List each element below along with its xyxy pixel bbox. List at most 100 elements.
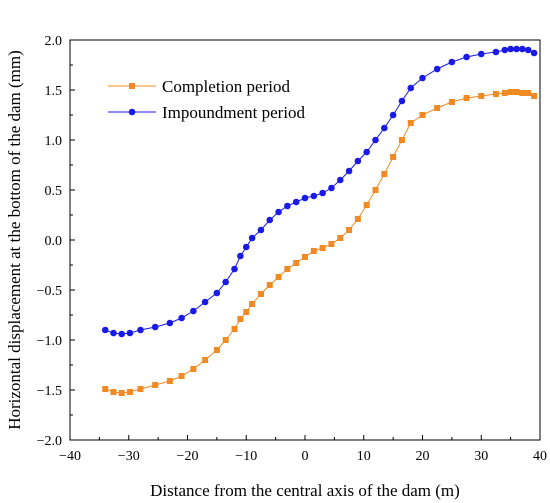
data-point-impoundment bbox=[118, 330, 125, 338]
legend-item-impoundment: Impoundment period bbox=[108, 103, 306, 122]
data-point-completion bbox=[213, 347, 220, 353]
data-point-impoundment bbox=[519, 45, 526, 53]
data-point-impoundment bbox=[201, 298, 209, 306]
data-point-completion bbox=[398, 137, 405, 143]
data-point-impoundment bbox=[328, 184, 335, 192]
data-point-completion bbox=[222, 337, 229, 343]
data-point-impoundment bbox=[354, 157, 362, 165]
data-point-completion bbox=[310, 248, 317, 254]
data-point-completion bbox=[525, 90, 532, 96]
data-point-completion bbox=[381, 171, 388, 177]
x-tick-label: 20 bbox=[416, 449, 430, 464]
data-point-completion bbox=[346, 227, 353, 233]
y-tick-label: 1.0 bbox=[45, 134, 63, 149]
data-point-impoundment bbox=[448, 58, 456, 66]
data-point-completion bbox=[190, 366, 197, 372]
data-point-impoundment bbox=[310, 192, 318, 200]
data-point-impoundment bbox=[248, 234, 256, 242]
data-point-completion bbox=[513, 89, 520, 95]
data-point-completion bbox=[110, 389, 117, 395]
y-tick-label: −0.5 bbox=[37, 284, 62, 299]
legend-marker-impoundment bbox=[128, 108, 136, 116]
data-point-impoundment bbox=[372, 136, 379, 144]
data-point-completion bbox=[448, 99, 455, 105]
data-point-impoundment bbox=[492, 48, 500, 56]
data-point-impoundment bbox=[463, 53, 470, 61]
data-point-completion bbox=[407, 120, 414, 126]
data-point-impoundment bbox=[507, 45, 514, 53]
x-axis-title: Distance from the central axis of the da… bbox=[150, 481, 460, 500]
data-point-impoundment bbox=[433, 65, 441, 73]
data-point-completion bbox=[166, 378, 173, 384]
data-point-impoundment bbox=[319, 189, 326, 197]
data-point-impoundment bbox=[501, 46, 509, 54]
data-point-completion bbox=[275, 274, 282, 280]
series-line-impoundment bbox=[105, 48, 535, 335]
data-point-completion bbox=[237, 316, 244, 322]
data-point-completion bbox=[302, 254, 308, 260]
data-point-completion bbox=[266, 282, 273, 288]
x-tick-label: −40 bbox=[59, 449, 81, 464]
data-point-completion bbox=[152, 382, 159, 388]
data-point-impoundment bbox=[275, 208, 282, 216]
y-tick-label: 2.0 bbox=[45, 34, 63, 49]
y-tick-label: 0.0 bbox=[45, 234, 63, 249]
data-point-impoundment bbox=[231, 265, 238, 273]
data-point-impoundment bbox=[213, 289, 221, 297]
data-point-impoundment bbox=[190, 307, 197, 315]
data-point-impoundment bbox=[292, 198, 300, 206]
data-point-impoundment bbox=[101, 326, 109, 334]
data-point-impoundment bbox=[398, 97, 406, 105]
data-point-completion bbox=[507, 89, 514, 95]
data-point-completion bbox=[363, 202, 370, 208]
legend-label-impoundment: Impoundment period bbox=[162, 103, 306, 122]
data-point-impoundment bbox=[237, 252, 244, 260]
y-tick-label: −1.0 bbox=[37, 334, 62, 349]
data-point-completion bbox=[519, 90, 526, 96]
data-point-impoundment bbox=[178, 314, 185, 322]
y-tick-label: 0.5 bbox=[45, 184, 63, 199]
y-axis-title: Horizontal displacement at the bottom of… bbox=[5, 50, 24, 430]
data-point-impoundment bbox=[166, 319, 174, 327]
data-point-completion bbox=[419, 112, 426, 118]
x-tick-label: −30 bbox=[118, 449, 140, 464]
data-point-impoundment bbox=[513, 45, 520, 53]
legend: Completion period Impoundment period bbox=[108, 77, 306, 122]
data-point-completion bbox=[257, 291, 264, 297]
data-point-impoundment bbox=[345, 167, 353, 175]
data-point-impoundment bbox=[477, 50, 485, 58]
data-point-completion bbox=[492, 91, 499, 97]
data-point-impoundment bbox=[151, 323, 159, 331]
data-point-impoundment bbox=[389, 111, 397, 119]
data-point-completion bbox=[243, 309, 250, 315]
y-tick-label: 1.5 bbox=[45, 84, 63, 99]
data-point-completion bbox=[354, 216, 361, 222]
x-axis-ticks: −40 −30 −20 −10 0 10 20 30 40 bbox=[59, 435, 547, 464]
data-point-completion bbox=[463, 95, 470, 101]
legend-marker-completion bbox=[129, 83, 135, 89]
data-point-impoundment bbox=[222, 278, 229, 286]
data-point-impoundment bbox=[363, 148, 370, 156]
y-tick-label: −1.5 bbox=[37, 384, 62, 399]
data-point-impoundment bbox=[524, 46, 532, 54]
x-tick-label: −20 bbox=[177, 449, 199, 464]
data-point-completion bbox=[118, 390, 125, 396]
data-point-completion bbox=[501, 90, 508, 96]
data-point-impoundment bbox=[242, 243, 250, 251]
y-axis-ticks: −2.0 −1.5 −1.0 −0.5 0.0 0.5 1.0 1.5 2.0 bbox=[37, 34, 75, 449]
x-tick-label: 40 bbox=[533, 449, 547, 464]
data-point-completion bbox=[126, 389, 133, 395]
legend-label-completion: Completion period bbox=[162, 77, 290, 96]
data-point-impoundment bbox=[336, 176, 344, 184]
data-point-completion bbox=[178, 373, 185, 379]
data-point-impoundment bbox=[284, 202, 291, 210]
series-line-completion bbox=[105, 91, 535, 394]
data-point-impoundment bbox=[257, 226, 265, 234]
data-point-completion bbox=[202, 357, 209, 363]
x-tick-label: −10 bbox=[235, 449, 257, 464]
data-point-impoundment bbox=[381, 124, 388, 132]
data-point-completion bbox=[231, 326, 238, 332]
data-point-completion bbox=[390, 154, 397, 160]
data-point-completion bbox=[434, 105, 441, 111]
